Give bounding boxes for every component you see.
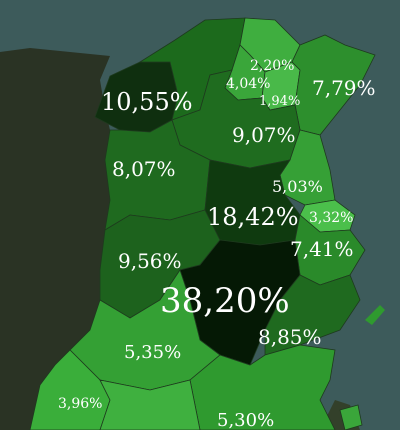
- algeria-land: [0, 48, 110, 430]
- label-sidi-bouzid: 38,20%: [160, 281, 290, 321]
- label-monastir: 3,32%: [309, 210, 353, 226]
- label-tunis-area-west: 4,04%: [226, 76, 270, 92]
- label-kasserine: 9,56%: [118, 249, 182, 273]
- region-djerba: [339, 404, 363, 430]
- label-gafsa: 5,35%: [124, 342, 181, 363]
- label-kairouan: 18,42%: [207, 203, 299, 231]
- region-cap-bon: [291, 34, 376, 136]
- label-cap-bon: 7,79%: [312, 76, 376, 100]
- label-gabes: 5,30%: [217, 410, 274, 430]
- region-kebili: [99, 379, 201, 430]
- region-sfax: [264, 274, 361, 356]
- label-sahel-north: 5,03%: [272, 177, 323, 196]
- label-mahdia: 7,41%: [290, 237, 354, 261]
- label-tunis-area-north: 2,20%: [250, 58, 294, 74]
- label-north-central: 9,07%: [232, 123, 296, 147]
- label-tozeur: 3,96%: [58, 396, 102, 412]
- label-northwest: 10,55%: [101, 88, 193, 116]
- label-sfax: 8,85%: [258, 325, 322, 349]
- kerkennah-island: [365, 305, 385, 325]
- label-west-central: 8,07%: [112, 157, 176, 181]
- label-tunis-area-south: 1,94%: [259, 94, 300, 109]
